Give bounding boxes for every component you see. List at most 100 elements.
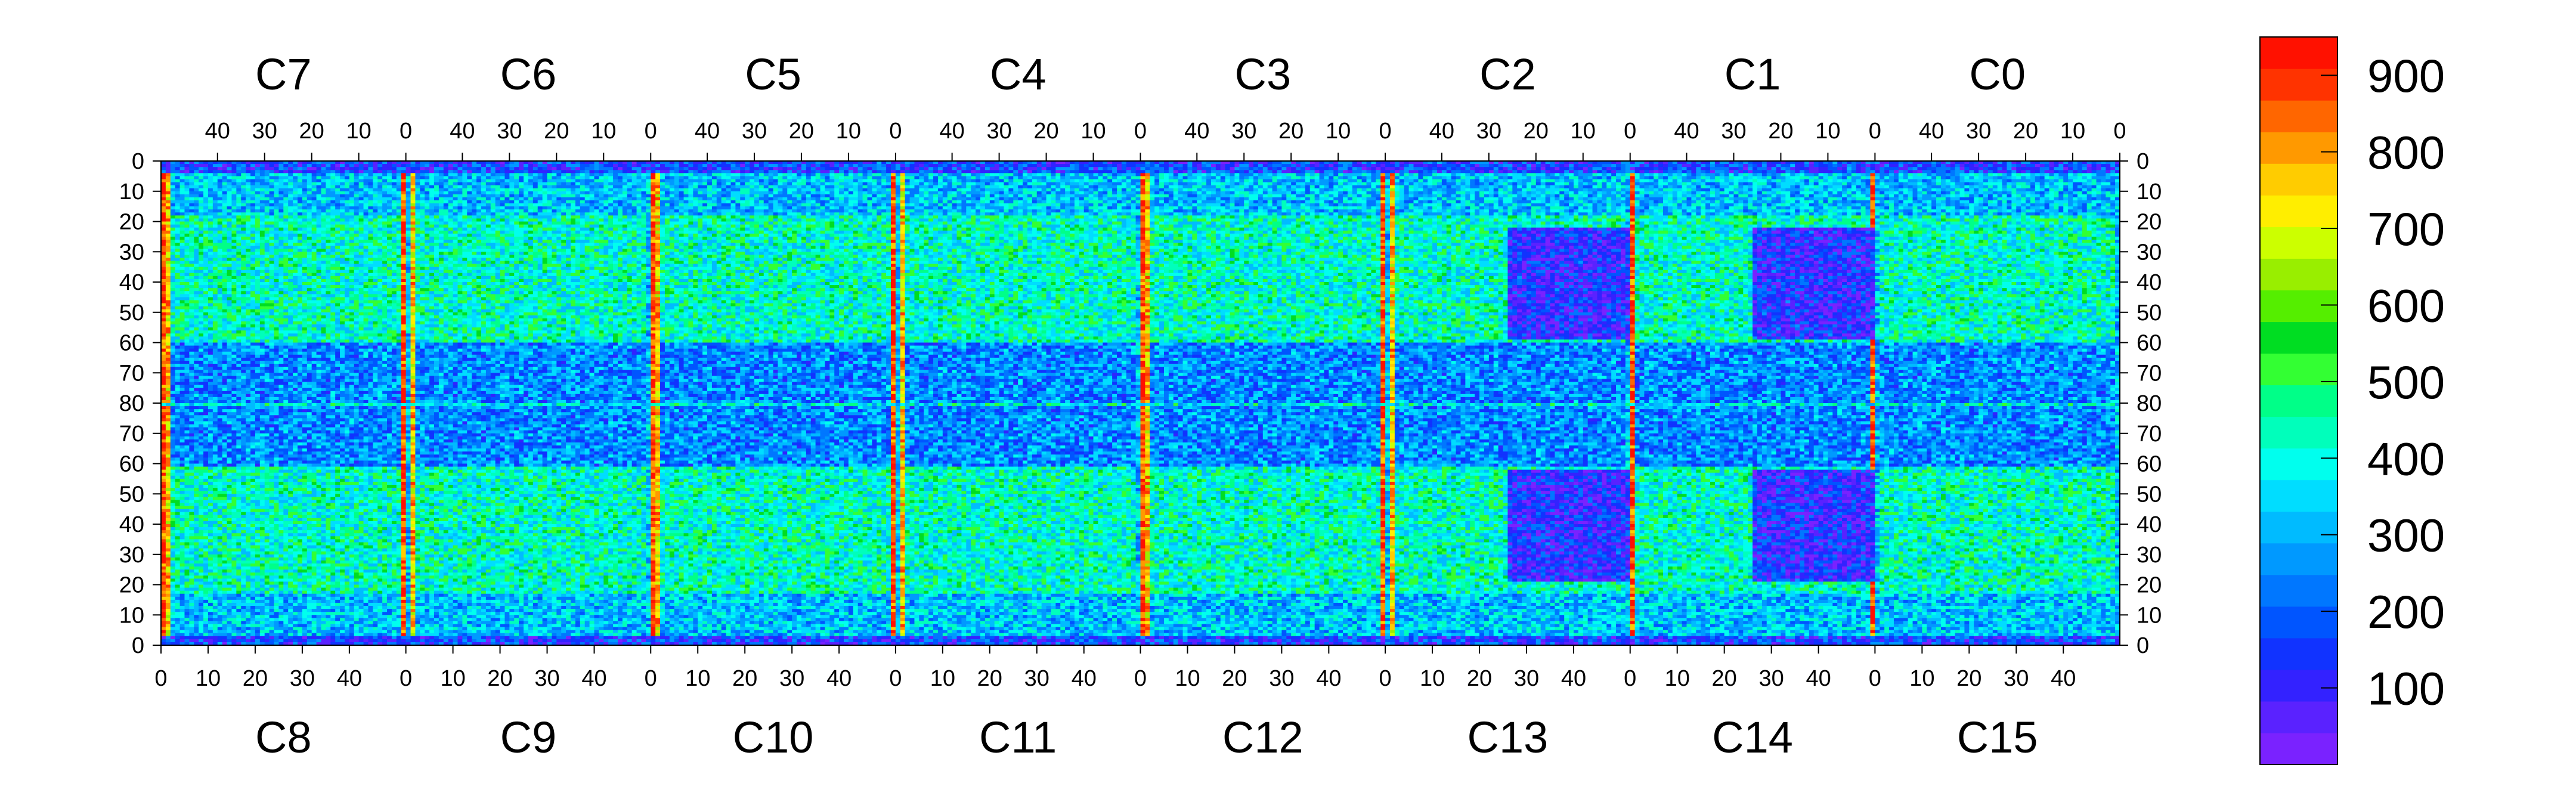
heatmap-cell: [184, 581, 190, 585]
heatmap-cell: [175, 222, 181, 225]
heatmap-cell: [180, 370, 185, 373]
heatmap-cell: [218, 197, 223, 201]
heatmap-cell: [194, 618, 199, 621]
heatmap-cell: [180, 485, 185, 488]
heatmap-cell: [236, 167, 242, 171]
heatmap-cell: [227, 228, 233, 231]
heatmap-cell: [199, 618, 204, 621]
heatmap-cell: [171, 600, 176, 603]
heatmap-cell: [241, 491, 246, 494]
heatmap-cell: [222, 352, 228, 355]
heatmap-cell: [213, 636, 218, 640]
heatmap-cell: [161, 476, 166, 479]
heatmap-cell: [236, 267, 242, 271]
heatmap-cell: [236, 406, 242, 410]
heatmap-cell: [194, 403, 199, 407]
heatmap-cell: [231, 512, 237, 516]
heatmap-cell: [171, 552, 176, 555]
heatmap-cell: [218, 312, 223, 316]
heatmap-cell: [175, 451, 181, 455]
heatmap-cell: [194, 425, 199, 428]
heatmap-cell: [227, 542, 233, 546]
heatmap-cell: [184, 173, 190, 177]
heatmap-cell: [189, 536, 194, 540]
heatmap-cell: [199, 246, 204, 249]
heatmap-cell: [184, 212, 190, 216]
heatmap-cell: [175, 327, 181, 331]
heatmap-cell: [241, 182, 246, 186]
heatmap-cell: [161, 418, 166, 422]
heatmap-cell: [218, 297, 223, 301]
heatmap-cell: [166, 304, 171, 307]
heatmap-cell: [246, 240, 251, 243]
heatmap-cell: [161, 457, 166, 461]
heatmap-cell: [222, 588, 228, 592]
heatmap-cell: [227, 379, 233, 382]
heatmap-cell: [166, 591, 171, 595]
heatmap-cell: [236, 300, 242, 304]
heatmap-cell: [203, 352, 209, 355]
heatmap-cell: [175, 218, 181, 222]
heatmap-cell: [161, 222, 166, 225]
heatmap-cell: [184, 542, 190, 546]
heatmap-cell: [161, 542, 166, 546]
heatmap-cell: [218, 343, 223, 346]
heatmap-cell: [213, 569, 218, 573]
heatmap-cell: [213, 234, 218, 237]
heatmap-cell: [236, 297, 242, 301]
heatmap-cell: [166, 558, 171, 561]
heatmap-cell: [213, 218, 218, 222]
heatmap-cell: [236, 315, 242, 319]
heatmap-cell: [189, 252, 194, 255]
heatmap-cell: [194, 630, 199, 634]
heatmap-cell: [222, 497, 228, 500]
heatmap-cell: [194, 406, 199, 410]
heatmap-cell: [218, 391, 223, 395]
heatmap-cell: [213, 603, 218, 606]
heatmap-cell: [194, 539, 199, 543]
heatmap-cell: [189, 524, 194, 528]
heatmap-cell: [199, 527, 204, 531]
heatmap-cell: [208, 479, 213, 482]
heatmap-cell: [175, 633, 181, 637]
heatmap-cell: [199, 237, 204, 240]
heatmap-cell: [175, 624, 181, 627]
heatmap-cell: [213, 530, 218, 534]
heatmap-cell: [180, 255, 185, 258]
heatmap-cell: [246, 327, 251, 331]
heatmap-cell: [203, 533, 209, 537]
heatmap-cell: [231, 179, 237, 182]
heatmap-cell: [199, 409, 204, 413]
heatmap-cell: [175, 473, 181, 476]
heatmap-cell: [236, 431, 242, 434]
heatmap-cell: [189, 431, 194, 434]
heatmap-cell: [161, 633, 166, 637]
heatmap-cell: [161, 588, 166, 592]
heatmap-cell: [203, 445, 209, 449]
heatmap-cell: [213, 612, 218, 615]
heatmap-cell: [189, 400, 194, 404]
heatmap-cell: [218, 270, 223, 274]
heatmap-cell: [161, 506, 166, 510]
heatmap-cell: [166, 451, 171, 455]
heatmap-cell: [171, 255, 176, 258]
heatmap-cell: [199, 364, 204, 367]
heatmap-cell: [189, 612, 194, 615]
heatmap-cell: [236, 324, 242, 328]
heatmap-cell: [208, 306, 213, 310]
heatmap-cell: [236, 518, 242, 522]
heatmap-cell: [184, 276, 190, 280]
heatmap-cell: [203, 431, 209, 434]
heatmap-cell: [246, 412, 251, 416]
heatmap-cell: [180, 527, 185, 531]
heatmap-cell: [161, 518, 166, 522]
heatmap-cell: [161, 555, 166, 558]
heatmap-cell: [171, 521, 176, 525]
heatmap-cell: [222, 509, 228, 513]
heatmap-cell: [171, 309, 176, 313]
heatmap-cell: [236, 176, 242, 179]
heatmap-cell: [175, 442, 181, 446]
heatmap-cell: [189, 549, 194, 552]
heatmap-cell: [199, 536, 204, 540]
heatmap-cell: [180, 561, 185, 564]
